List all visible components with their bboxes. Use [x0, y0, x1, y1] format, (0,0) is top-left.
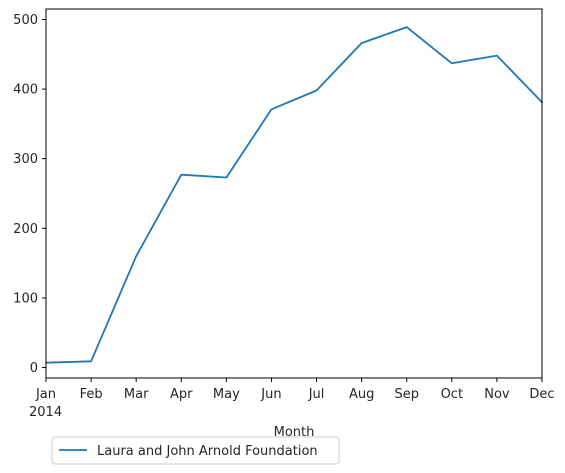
x-tick-label: Aug [349, 387, 374, 402]
x-axis-ticks: Jan Feb Mar Apr May Jun Jul Aug Sep Oct Nov Dec [35, 378, 555, 402]
x-tick-label: Mar [124, 387, 149, 402]
x-tick-label: Jan [35, 387, 56, 402]
legend-box [51, 436, 340, 465]
legend-series-label: Laura and John Arnold Foundation [97, 444, 318, 459]
x-tick-label: Feb [80, 387, 103, 402]
y-tick-label: 400 [13, 83, 38, 98]
y-tick-label: 500 [13, 13, 38, 28]
series-line [45, 26, 543, 364]
x-tick-label: Sep [394, 387, 419, 402]
x-tick-label: Jul [308, 387, 325, 402]
y-tick-label: 0 [30, 361, 38, 376]
x-axis-year-label: 2014 [29, 405, 62, 420]
x-tick-label: May [213, 387, 240, 402]
legend: Laura and John Arnold Foundation [51, 436, 340, 465]
x-axis-label: Month [274, 425, 315, 440]
x-tick-label: Dec [529, 387, 554, 402]
x-tick-label: Apr [170, 387, 193, 402]
x-tick-label: Nov [484, 387, 510, 402]
plot-frame [45, 8, 543, 379]
y-tick-label: 300 [13, 152, 38, 167]
y-tick-label: 200 [13, 222, 38, 237]
x-tick-label: Oct [441, 387, 463, 402]
y-tick-label: 100 [13, 291, 38, 306]
x-tick-label: Jun [260, 387, 281, 402]
y-axis-ticks: 0 100 200 300 400 500 [13, 13, 46, 376]
